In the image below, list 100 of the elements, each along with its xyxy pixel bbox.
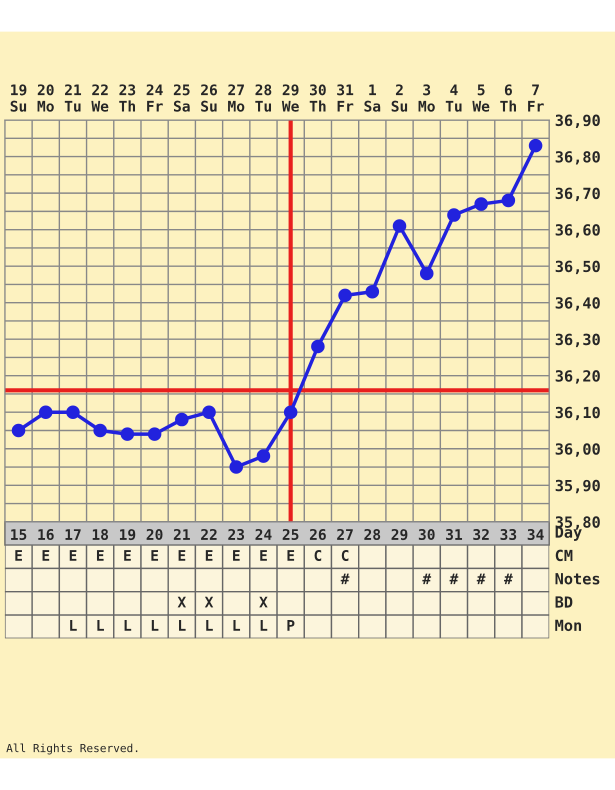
point [229,460,244,474]
x2-tick-label: 33 [500,528,516,540]
point [284,405,298,420]
point [256,449,270,463]
text: X [178,596,186,608]
x2-tick-label: 28 [364,528,380,540]
category-label: BD [556,596,572,608]
text: L [233,620,240,631]
text: L [260,620,268,631]
text: # [450,574,458,584]
x-tick-label: 4 Tu [446,84,462,112]
x2-tick-label: 15 [11,529,26,540]
y-tick-label: 36,40 [556,297,600,311]
point [175,412,189,426]
x2-tick-label: 29 [392,528,408,540]
category-label: Mon [555,620,582,632]
x-tick-label: 23 Th [119,84,136,112]
point [338,288,352,302]
x-tick-label: 5 We [472,84,490,112]
point [120,427,134,441]
x2-tick-label: 20 [146,528,162,540]
point [311,340,325,354]
point [12,424,26,438]
x-tick-label: 21 Tu [64,84,82,112]
text: L [124,620,132,631]
x2-tick-label: 26 [310,528,326,540]
x-tick-label: 2 Su [392,84,408,112]
x-tick-label: 25 Sa [174,84,190,112]
x2-tick-label: 27 [337,528,353,540]
text: E [70,550,76,561]
x-tick-label: 20 Mo [38,84,54,112]
x2-tick-label: 30 [418,528,435,540]
y-tick-label: 36,60 [556,224,600,238]
y-tick-label: 36,10 [556,406,600,420]
text: E [260,550,267,561]
x-tick-label: 31 Fr [337,84,354,112]
text: E [42,550,50,561]
text: C [342,550,348,561]
text: P [287,620,294,631]
y-tick-label: 36,00 [556,443,600,457]
y-tick-label: 36,70 [556,188,600,202]
text: L [70,620,77,631]
x-tick-label: 19 Su [10,84,26,112]
x-tick-label: 24 Fr [146,84,163,112]
category-label: Notes [556,573,600,584]
x2-tick-label: 25 [282,528,298,540]
x-tick-label: 30 Th [310,84,326,112]
text: L [206,620,213,631]
text: All Rights Reserved. [6,744,138,754]
point [420,266,434,280]
x2-tick-label: 31 [446,528,462,540]
text: # [504,574,513,584]
text: C [314,550,322,561]
text: E [124,550,131,561]
text: E [233,550,240,561]
point [148,427,162,441]
x-tick-label: 7 Fr [528,84,544,112]
point [392,219,406,233]
x2-tick-label: 16 [38,529,54,540]
x2-tick-label: 19 [120,529,136,540]
x-tick-label: 6 Th [500,84,516,112]
point [474,197,488,211]
text: E [151,550,158,561]
x2-tick-label: 32 [473,528,489,540]
text: L [97,620,104,631]
y-tick-label: 36,80 [556,151,600,165]
x-tick-label: 28 Tu [255,84,272,112]
category-label: CM [556,550,572,562]
point [38,405,53,420]
text: L [152,620,158,631]
text: E [206,550,212,561]
text: X [204,596,214,608]
x-tick-label: 3 Mo [418,84,435,112]
text: # [476,574,486,584]
text: X [259,596,268,608]
x2-tick-label: 34 [528,528,544,540]
x2-tick-label: 24 [255,528,272,540]
text: # [340,574,350,584]
point [366,284,380,298]
x-tick-label: 22 We [91,84,108,112]
point [528,138,542,152]
x2-tick-label: 17 [66,529,81,540]
y-tick-label: 36,30 [556,334,600,348]
x-tick-label: 27 Mo [228,84,244,112]
text: # [422,574,432,584]
y-tick-label: 36,50 [556,260,600,274]
text: E [287,550,294,561]
y-tick-label: 36,20 [556,370,600,384]
point [502,194,516,208]
point [93,424,107,438]
point [66,405,80,420]
x-tick-label: 1 Sa [364,84,380,112]
x2-tick-label: 22 [201,528,217,540]
x-tick-label: 26 Su [201,84,218,112]
point [447,208,461,222]
text: L [179,620,186,631]
text: E [96,550,104,561]
text: E [178,550,186,561]
x2-tick-label: 21 [174,528,190,540]
y-tick-label: 36,90 [556,114,600,128]
